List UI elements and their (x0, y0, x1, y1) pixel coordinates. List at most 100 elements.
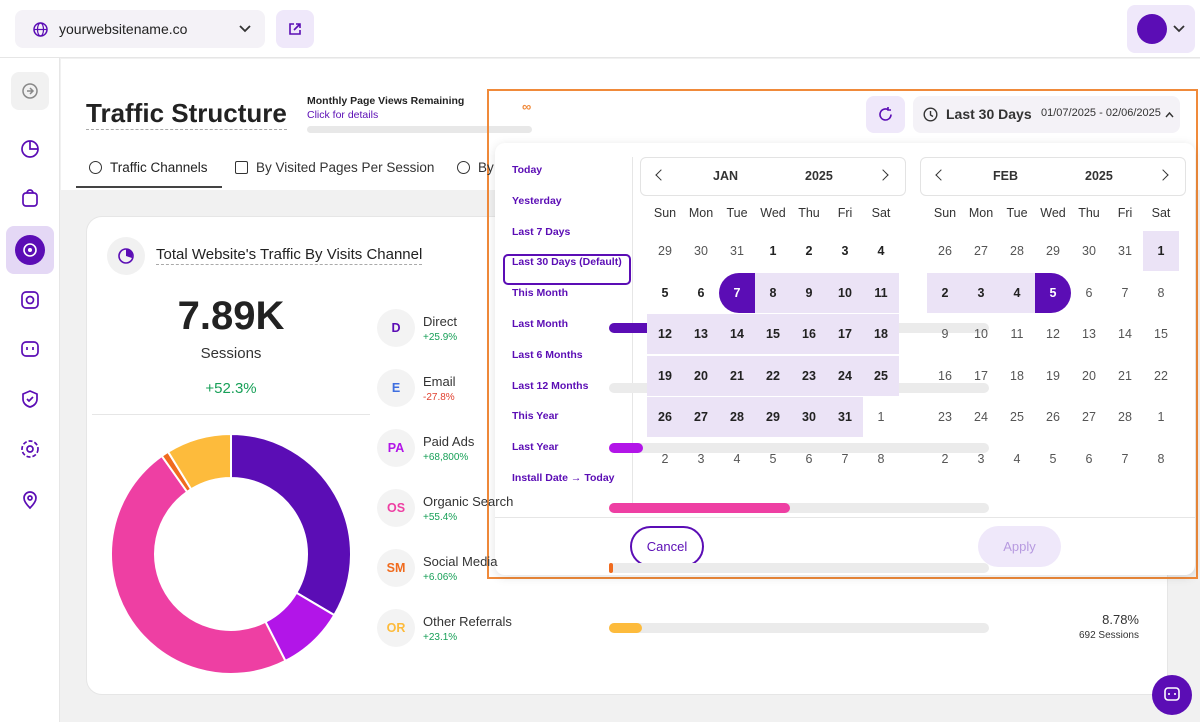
quota-link[interactable]: Click for details (307, 109, 379, 121)
day[interactable]: 22 (1154, 368, 1168, 383)
day[interactable]: 6 (1085, 452, 1093, 466)
day[interactable]: 29 (658, 244, 672, 258)
day[interactable]: 23 (802, 368, 816, 383)
collapse-button[interactable] (11, 72, 49, 110)
day[interactable]: 2 (661, 452, 669, 466)
day[interactable]: 24 (974, 410, 988, 425)
day[interactable]: 7 (1121, 285, 1129, 300)
day[interactable]: 15 (766, 327, 780, 342)
day[interactable]: 31 (730, 244, 744, 258)
day[interactable]: 27 (1082, 410, 1096, 425)
day[interactable]: 2 (941, 452, 949, 466)
preset[interactable]: Install Date → Today (512, 472, 615, 484)
day[interactable]: 11 (1010, 327, 1024, 342)
day[interactable]: 10 (974, 327, 988, 342)
apply-button[interactable]: Apply (978, 526, 1061, 567)
nav-active[interactable] (6, 226, 54, 274)
day[interactable]: 21 (730, 368, 744, 383)
day[interactable]: 1 (877, 410, 885, 425)
donut-segment[interactable] (166, 432, 232, 491)
day[interactable]: 10 (838, 285, 852, 300)
preset[interactable]: Last 12 Months (512, 379, 589, 392)
day[interactable]: 26 (938, 244, 952, 258)
donut-segment[interactable] (230, 432, 352, 617)
date-range-button[interactable]: Last 30 Days 01/07/2025 - 02/06/2025 (913, 96, 1180, 133)
day[interactable]: 23 (938, 410, 952, 425)
day[interactable]: 2 (805, 244, 813, 258)
refresh-button[interactable] (866, 96, 905, 133)
day[interactable]: 18 (874, 327, 888, 342)
day[interactable]: 27 (974, 244, 988, 258)
day[interactable]: 8 (769, 285, 777, 300)
day[interactable]: 11 (874, 285, 888, 300)
day[interactable]: 31 (838, 410, 852, 425)
tab[interactable]: By (478, 160, 494, 175)
preset[interactable]: Last Year (512, 441, 559, 454)
day[interactable]: 17 (838, 327, 852, 342)
day[interactable]: 3 (841, 244, 849, 258)
day[interactable]: 22 (766, 368, 780, 383)
day[interactable]: 7 (1121, 452, 1129, 466)
donut-segment[interactable] (110, 454, 287, 675)
day[interactable]: 2 (941, 285, 949, 300)
cancel-button[interactable]: Cancel (630, 526, 704, 567)
site-selector[interactable]: yourwebsitename.co (15, 10, 265, 48)
day[interactable]: 7 (733, 285, 741, 300)
day[interactable]: 4 (1013, 285, 1021, 300)
day[interactable]: 6 (697, 285, 705, 300)
day[interactable]: 13 (694, 327, 708, 342)
day[interactable]: 12 (1046, 327, 1060, 342)
preset[interactable]: This Year (512, 410, 559, 423)
day[interactable]: 4 (877, 244, 885, 258)
day[interactable]: 30 (694, 244, 708, 258)
day[interactable]: 6 (805, 452, 813, 466)
account-button[interactable] (1127, 5, 1195, 53)
day[interactable]: 8 (1157, 285, 1165, 300)
day[interactable]: 20 (1082, 368, 1096, 383)
day[interactable]: 28 (730, 410, 744, 425)
day[interactable]: 7 (841, 452, 849, 466)
day[interactable]: 1 (1157, 410, 1165, 425)
day[interactable]: 20 (694, 368, 708, 383)
day[interactable]: 5 (1049, 452, 1057, 466)
prev-arrow[interactable] (935, 169, 947, 181)
day[interactable]: 30 (1082, 244, 1096, 258)
next-arrow[interactable] (1157, 169, 1169, 181)
day[interactable]: 3 (977, 452, 985, 466)
preset[interactable]: Last 30 Days (Default) (512, 256, 622, 269)
day[interactable]: 13 (1082, 327, 1096, 342)
day[interactable]: 3 (697, 452, 705, 466)
day[interactable]: 28 (1010, 244, 1024, 258)
preset[interactable]: Last Month (512, 318, 568, 330)
day[interactable]: 19 (658, 368, 672, 383)
day[interactable]: 17 (974, 368, 988, 383)
external-link-button[interactable] (276, 10, 314, 48)
day[interactable]: 30 (802, 410, 816, 425)
day[interactable]: 29 (1046, 244, 1060, 258)
day[interactable]: 25 (1010, 410, 1024, 425)
day[interactable]: 21 (1118, 368, 1132, 383)
day[interactable]: 3 (977, 285, 985, 300)
preset[interactable]: This Month (512, 287, 568, 300)
day[interactable]: 16 (938, 368, 952, 383)
day[interactable]: 4 (733, 452, 741, 466)
day[interactable]: 26 (1046, 410, 1060, 425)
day[interactable]: 24 (838, 368, 852, 383)
tab[interactable]: Traffic Channels (110, 160, 208, 175)
day[interactable]: 12 (658, 327, 672, 342)
day[interactable]: 16 (802, 327, 816, 342)
prev-arrow[interactable] (655, 169, 667, 181)
day[interactable]: 4 (1013, 452, 1021, 466)
day[interactable]: 1 (1157, 244, 1165, 258)
chat-button[interactable] (1152, 675, 1192, 715)
day[interactable]: 26 (658, 410, 672, 425)
day[interactable]: 14 (730, 327, 744, 342)
day[interactable]: 15 (1154, 327, 1168, 342)
day[interactable]: 25 (874, 368, 888, 383)
day[interactable]: 5 (1049, 285, 1057, 300)
preset[interactable]: Today (512, 164, 543, 176)
day[interactable]: 31 (1118, 244, 1132, 258)
day[interactable]: 6 (1085, 285, 1093, 300)
tab[interactable]: By Visited Pages Per Session (256, 160, 435, 175)
day[interactable]: 8 (877, 452, 885, 466)
